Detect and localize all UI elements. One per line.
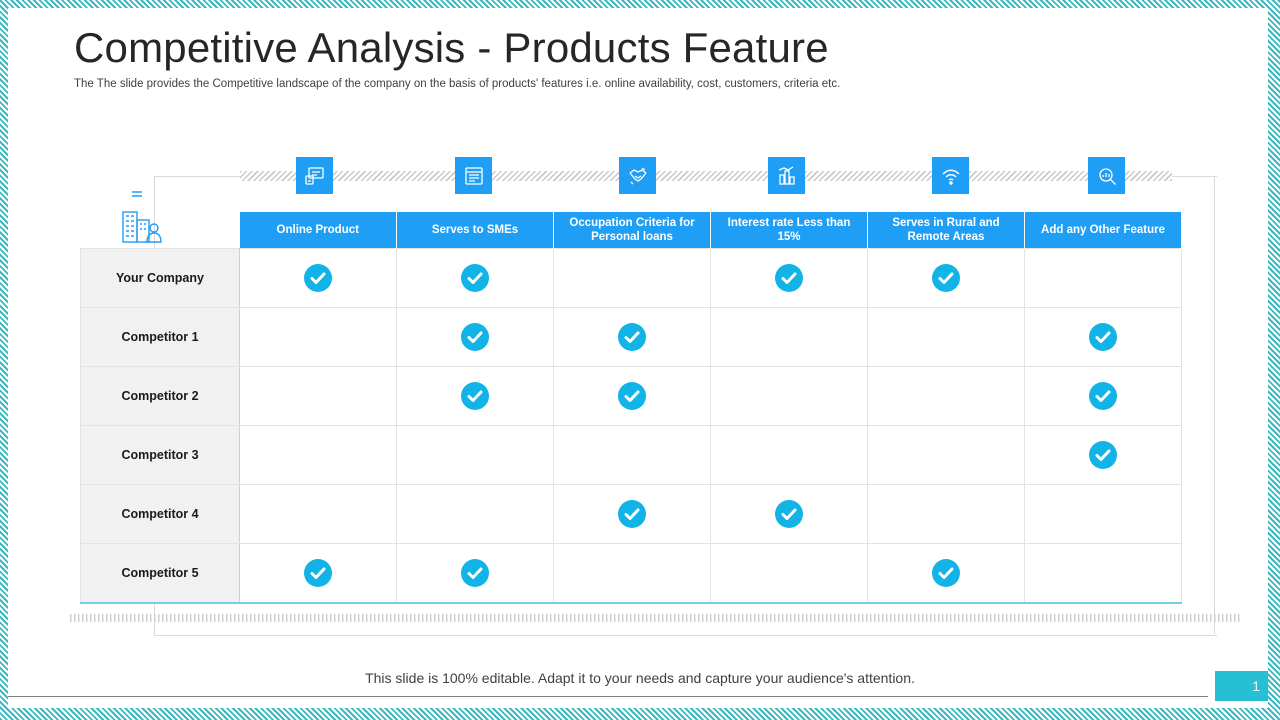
feature-cell <box>1024 483 1182 544</box>
feature-cell <box>396 247 554 308</box>
table-header-row: Online Product Serves to SMEs Occupation… <box>81 212 1182 248</box>
feature-cell <box>1024 542 1182 604</box>
finance-chart-icon <box>768 157 805 194</box>
footer-note: This slide is 100% editable. Adapt it to… <box>365 670 915 686</box>
table-row: Competitor 2 <box>80 365 1182 426</box>
slide-subtitle: The The slide provides the Competitive l… <box>74 78 841 90</box>
footer-divider <box>8 696 1208 697</box>
checkmark-icon <box>461 322 489 351</box>
feature-cell <box>867 365 1025 426</box>
feature-comparison-table: Online Product Serves to SMEs Occupation… <box>80 212 1182 604</box>
feature-header-interest-rate: Interest rate Less than 15% <box>710 212 868 248</box>
feature-cell <box>710 424 868 485</box>
analytics-search-icon <box>1088 157 1125 194</box>
checkmark-icon <box>461 263 489 292</box>
checkmark-icon <box>1089 322 1117 351</box>
feature-cell <box>396 365 554 426</box>
feature-cell <box>239 542 397 604</box>
feature-header-rural-areas: Serves in Rural and Remote Areas <box>867 212 1025 248</box>
feature-cell <box>710 306 868 367</box>
checkmark-icon <box>461 381 489 410</box>
feature-cell <box>553 542 711 604</box>
checkmark-icon <box>1089 440 1117 469</box>
checkmark-icon <box>932 558 960 587</box>
feature-cell <box>867 306 1025 367</box>
row-label: Competitor 1 <box>80 306 240 367</box>
checkmark-icon <box>618 499 646 528</box>
feature-cell <box>553 365 711 426</box>
feature-cell <box>396 483 554 544</box>
feature-cell <box>239 483 397 544</box>
feature-cell <box>553 483 711 544</box>
checkmark-icon <box>775 499 803 528</box>
table-corner-cell <box>81 212 240 248</box>
table-body: Your Company Competitor 1 Competitor 2 Comp… <box>80 247 1182 604</box>
footer-hatch-band <box>70 614 1242 622</box>
checkmark-icon <box>618 381 646 410</box>
table-frame-right-edge <box>1214 176 1215 634</box>
slide-title: Competitive Analysis - Products Feature <box>74 24 829 71</box>
feature-cell <box>239 424 397 485</box>
feature-cell <box>553 306 711 367</box>
wifi-icon <box>932 157 969 194</box>
feature-cell <box>396 306 554 367</box>
header-hatch-band <box>240 171 1172 181</box>
feature-cell <box>710 365 868 426</box>
feature-cell <box>710 542 868 604</box>
feature-header-serves-smes: Serves to SMEs <box>396 212 554 248</box>
feature-cell <box>239 365 397 426</box>
feature-cell <box>867 483 1025 544</box>
checkmark-icon <box>932 263 960 292</box>
feature-cell <box>1024 247 1182 308</box>
feature-header-other-feature: Add any Other Feature <box>1024 212 1182 248</box>
feature-cell <box>396 424 554 485</box>
online-product-icon <box>296 157 333 194</box>
row-label: Competitor 4 <box>80 483 240 544</box>
feature-cell <box>710 247 868 308</box>
feature-cell <box>710 483 868 544</box>
checkmark-icon <box>1089 381 1117 410</box>
feature-cell <box>867 424 1025 485</box>
table-row: Competitor 4 <box>80 483 1182 544</box>
checkmark-icon <box>304 263 332 292</box>
checkmark-icon <box>304 558 332 587</box>
feature-cell <box>1024 306 1182 367</box>
feature-header-occupation-criteria: Occupation Criteria for Personal loans <box>553 212 711 248</box>
table-row: Competitor 5 <box>80 542 1182 604</box>
feature-cell <box>553 424 711 485</box>
row-label: Your Company <box>80 247 240 308</box>
page-number: 1 <box>1215 671 1268 701</box>
feature-cell <box>1024 365 1182 426</box>
row-label: Competitor 2 <box>80 365 240 426</box>
checkmark-icon <box>618 322 646 351</box>
feature-header-online-product: Online Product <box>239 212 397 248</box>
company-building-icon <box>122 191 162 243</box>
feature-cell <box>867 247 1025 308</box>
browser-window-icon <box>455 157 492 194</box>
slide: Competitive Analysis - Products Feature … <box>8 8 1268 708</box>
row-label: Competitor 3 <box>80 424 240 485</box>
feature-cell <box>553 247 711 308</box>
feature-cell <box>1024 424 1182 485</box>
feature-cell <box>239 306 397 367</box>
row-label: Competitor 5 <box>80 542 240 604</box>
table-row: Competitor 3 <box>80 424 1182 485</box>
checkmark-icon <box>775 263 803 292</box>
feature-cell <box>239 247 397 308</box>
feature-cell <box>396 542 554 604</box>
handshake-icon <box>619 157 656 194</box>
checkmark-icon <box>461 558 489 587</box>
table-row: Competitor 1 <box>80 306 1182 367</box>
table-row: Your Company <box>80 247 1182 308</box>
feature-cell <box>867 542 1025 604</box>
